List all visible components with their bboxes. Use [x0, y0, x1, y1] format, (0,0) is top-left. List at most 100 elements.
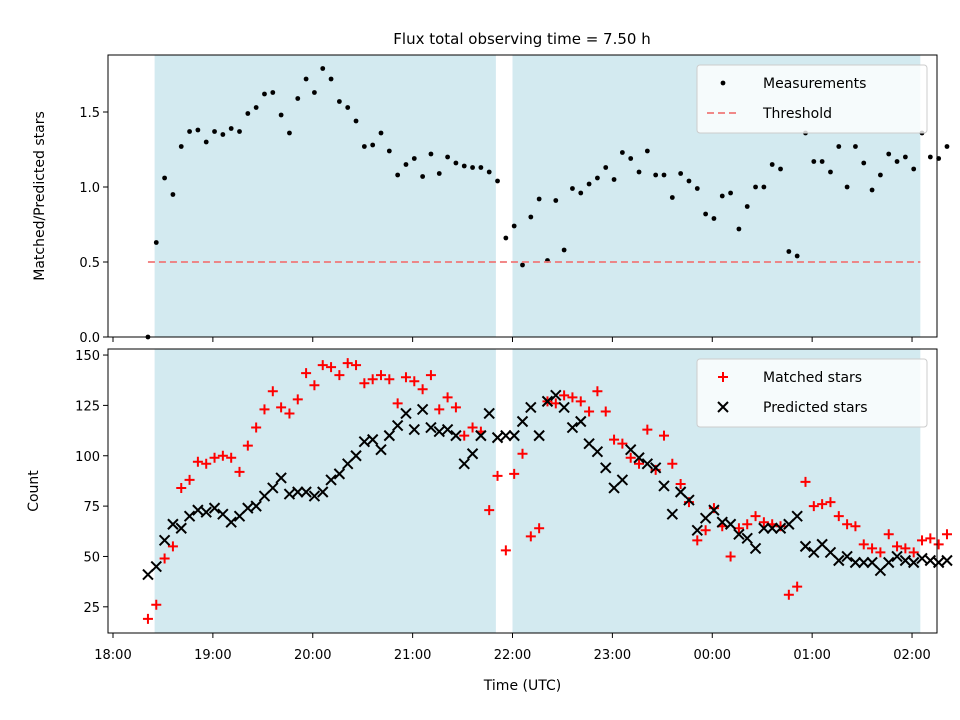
predicted-star-point	[724, 518, 737, 530]
matched-star-point	[367, 374, 378, 385]
matched-star-point	[292, 394, 303, 405]
measurement-point	[170, 192, 176, 197]
measurement-point	[528, 214, 534, 220]
predicted-star-point	[508, 429, 520, 442]
matched-star-point	[400, 372, 411, 383]
predicted-star-point	[641, 458, 654, 470]
measurement-point	[586, 181, 592, 187]
measurement-point	[320, 66, 326, 71]
measurement-point	[911, 166, 917, 172]
predicted-star-point	[907, 556, 920, 569]
measurement-point	[595, 175, 600, 181]
matched-star-point	[184, 474, 195, 485]
matched-star-point	[242, 440, 253, 451]
measurement-point	[486, 169, 492, 175]
matched-star-point	[675, 478, 686, 489]
measurement-point	[212, 129, 217, 134]
x-axis-label: Time (UTC)	[483, 678, 561, 694]
legend: Measurements Threshold	[696, 64, 928, 134]
predicted-star-point	[916, 552, 928, 565]
matched-star-point	[725, 551, 736, 562]
predicted-star-point	[283, 488, 296, 500]
y-axis-label: Count	[26, 470, 42, 512]
measurement-point	[378, 130, 384, 136]
predicted-star-point	[383, 429, 396, 442]
predicted-star-point	[242, 502, 254, 514]
matched-star-point	[259, 404, 270, 415]
matched-star-point	[351, 360, 362, 371]
matched-star-point	[634, 458, 645, 469]
measurement-point	[761, 184, 767, 190]
predicted-star-point	[932, 556, 945, 569]
matched-star-point	[567, 392, 578, 403]
measurement-point	[786, 249, 792, 254]
matched-star-point	[459, 430, 470, 441]
x-tick-label: 22:00	[494, 648, 531, 663]
matched-star-point	[226, 452, 237, 463]
measurement-point	[711, 216, 717, 221]
predicted-star-point	[600, 462, 612, 474]
legend-box	[696, 358, 928, 428]
measurement-point	[669, 195, 675, 200]
matched-star-point	[783, 589, 794, 600]
matched-star-point	[525, 531, 536, 542]
predicted-star-point	[833, 554, 845, 567]
measurement-point	[536, 196, 542, 202]
measurement-point	[869, 187, 875, 193]
measurement-point	[262, 91, 267, 97]
predicted-star-point	[375, 444, 387, 456]
legend: Matched stars Predicted stars	[696, 358, 928, 428]
predicted-star-point	[183, 510, 196, 522]
predicted-star-point	[308, 490, 321, 502]
predicted-star-point	[558, 401, 570, 414]
measurement-point	[395, 172, 401, 178]
matched-star-point	[442, 392, 453, 403]
predicted-star-point	[391, 419, 404, 432]
matched-star-point	[450, 402, 461, 413]
legend-predicted-swatch	[717, 401, 729, 413]
x-tick-label: 20:00	[294, 648, 331, 663]
measurement-point	[811, 159, 817, 164]
predicted-star-point	[758, 522, 770, 534]
measurement-point	[794, 253, 800, 259]
predicted-star-point	[458, 458, 470, 470]
measurement-point	[411, 156, 417, 161]
matched-star-point	[892, 541, 903, 552]
matched-star-point	[167, 541, 178, 552]
predicted-star-point	[741, 532, 753, 545]
measurement-point	[944, 144, 950, 149]
matched-star-point	[900, 543, 911, 554]
measurement-point	[902, 154, 908, 160]
matched-star-point	[933, 539, 944, 550]
predicted-star-point	[716, 516, 728, 528]
matched-star-point	[384, 374, 395, 385]
measurement-point	[511, 223, 517, 229]
matched-star-point	[234, 466, 245, 477]
predicted-star-point	[774, 522, 787, 534]
matched-star-point	[617, 438, 628, 449]
predicted-star-point	[550, 389, 562, 402]
panel-top-ratio: 0.0 0.5 1.0 1.5 Matched/Predicted stars Measu…	[32, 54, 950, 346]
matched-star-point	[151, 599, 162, 610]
legend-label: Matched stars	[763, 370, 862, 386]
matched-star-point	[584, 406, 595, 417]
measurement-point	[287, 130, 292, 136]
measurement-point	[828, 169, 833, 175]
predicted-star-point	[941, 554, 953, 567]
matched-star-point	[792, 581, 803, 592]
y-tick-label: 50	[83, 550, 100, 565]
measurement-point	[436, 171, 442, 176]
measurement-point	[836, 144, 842, 149]
matched-star-point	[159, 553, 170, 564]
matched-star-point	[392, 398, 403, 409]
measurement-point	[220, 132, 226, 137]
matched-star-point	[642, 424, 653, 435]
matched-star-point	[758, 517, 769, 528]
predicted-star-point	[358, 435, 371, 448]
measurement-point	[420, 174, 426, 179]
predicted-star-point	[649, 462, 662, 474]
measurement-point	[736, 226, 742, 232]
predicted-star-point	[333, 468, 346, 480]
measurement-point	[503, 235, 509, 241]
matched-star-point	[742, 519, 753, 530]
